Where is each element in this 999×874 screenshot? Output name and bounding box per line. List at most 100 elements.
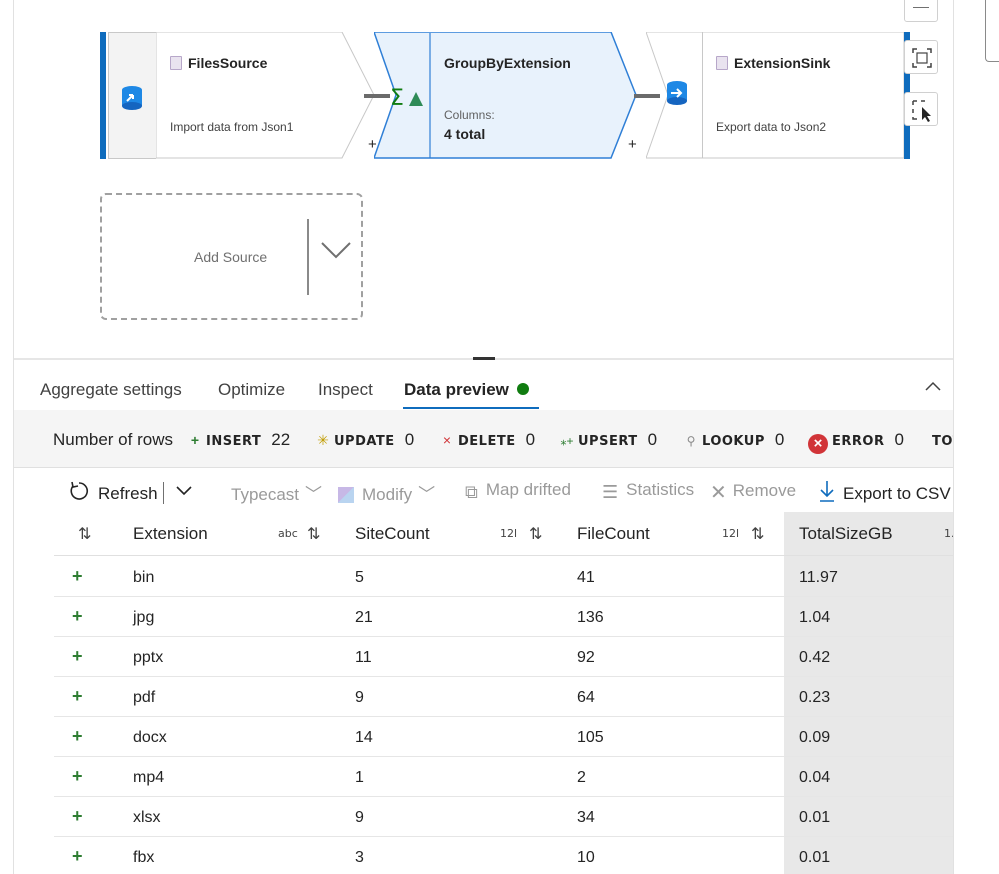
cell-filecount: 136 xyxy=(577,609,604,626)
splitter-grip[interactable] xyxy=(473,357,495,360)
cell-extension: fbx xyxy=(133,849,155,866)
add-transform-plus[interactable]: + xyxy=(368,136,377,153)
error-circle-icon: × xyxy=(808,434,828,454)
active-tab-indicator xyxy=(403,407,539,409)
insert-plus-icon: + xyxy=(72,806,83,826)
insert-plus-icon: + xyxy=(72,606,83,626)
dataset-icon xyxy=(716,56,728,70)
node-title-text: FilesSource xyxy=(188,55,268,71)
insert-plus-icon: + xyxy=(72,686,83,706)
node-divider xyxy=(702,32,703,158)
modify-button[interactable]: Modify ﹀ xyxy=(338,480,435,505)
tab-data-preview[interactable]: Data preview xyxy=(404,380,529,400)
sort-icon[interactable]: ⇅ xyxy=(307,526,321,543)
map-drifted-button[interactable]: ⧉ Map drifted xyxy=(465,480,571,503)
table-row[interactable]: + bin 5 41 11.97 xyxy=(54,557,953,597)
typecast-button[interactable]: Typecast ﹀ xyxy=(231,480,322,505)
chevron-down-icon: ﹀ xyxy=(305,485,323,504)
table-row[interactable]: + jpg 21 136 1.04 xyxy=(54,597,953,637)
tab-inspect[interactable]: Inspect xyxy=(318,380,373,399)
stat-value: 0 xyxy=(404,430,415,449)
chevron-down-icon[interactable] xyxy=(175,484,193,498)
modify-icon xyxy=(338,487,354,503)
cell-totalsizegb: 0.09 xyxy=(799,729,831,746)
panel-border-left xyxy=(13,0,14,874)
chevron-up-icon[interactable] xyxy=(924,378,942,396)
export-csv-button[interactable]: Export to CSV xyxy=(819,480,951,504)
sort-icon[interactable]: ⇅ xyxy=(529,526,543,543)
panel-border-right xyxy=(953,0,954,874)
tab-optimize[interactable]: Optimize xyxy=(218,380,286,399)
cell-totalsizegb: 1.04 xyxy=(799,609,831,626)
column-header-extension[interactable]: Extension xyxy=(133,524,208,543)
remove-button[interactable]: ✕ Remove xyxy=(710,480,796,505)
table-row[interactable]: + fbx 3 10 0.01 xyxy=(54,837,953,874)
cell-totalsizegb: 0.04 xyxy=(799,769,831,786)
node-shape xyxy=(646,32,905,159)
refresh-icon xyxy=(70,481,89,500)
dataset-icon xyxy=(170,56,182,70)
select-area-button[interactable] xyxy=(904,92,938,126)
cell-sitecount: 9 xyxy=(355,689,364,706)
cell-extension: xlsx xyxy=(133,809,161,826)
cell-sitecount: 9 xyxy=(355,809,364,826)
node-extension-sink[interactable]: ExtensionSink Export data to Json2 xyxy=(646,32,912,159)
side-panel-edge[interactable] xyxy=(985,0,999,62)
preview-toolbar: Refresh Typecast ﹀ Modify ﹀ ⧉ Map drifted ☰… xyxy=(54,470,953,510)
table-row[interactable]: + pdf 9 64 0.23 xyxy=(54,677,953,717)
cell-sitecount: 11 xyxy=(355,649,372,666)
statistics-button[interactable]: ☰ Statistics xyxy=(602,480,694,503)
node-title-text: ExtensionSink xyxy=(734,55,831,71)
column-header-sitecount[interactable]: SiteCount xyxy=(355,524,430,543)
cell-extension: mp4 xyxy=(133,769,165,786)
table-row[interactable]: + xlsx 9 34 0.01 xyxy=(54,797,953,837)
table-row[interactable]: + pptx 11 92 0.42 xyxy=(54,637,953,677)
node-icon-strip xyxy=(108,32,156,159)
zoom-out-button[interactable] xyxy=(904,0,938,22)
dataflow-canvas[interactable]: FilesSource Import data from Json1 + Σ G… xyxy=(14,0,953,358)
stat-lookup: ⚲ LOOKUP 0 xyxy=(684,430,785,450)
tab-aggregate-settings[interactable]: Aggregate settings xyxy=(40,380,182,399)
cell-filecount: 105 xyxy=(577,729,604,746)
fit-to-view-button[interactable] xyxy=(904,40,938,74)
stat-key: INSERT xyxy=(206,434,262,449)
cell-totalsizegb: 0.01 xyxy=(799,809,831,826)
insert-plus-icon: + xyxy=(72,646,83,666)
add-source-placeholder[interactable]: Add Source xyxy=(100,193,363,320)
connector-line xyxy=(364,94,390,98)
stat-value: 0 xyxy=(894,430,904,449)
cell-extension: docx xyxy=(133,729,167,746)
node-title: FilesSource xyxy=(170,55,267,71)
table-row[interactable]: + docx 14 105 0.09 xyxy=(54,717,953,757)
add-transform-plus[interactable]: + xyxy=(628,136,637,153)
sort-icon[interactable]: ⇅ xyxy=(751,526,765,543)
table-header: ⇅ Extension abc ⇅ SiteCount 12l ⇅ FileCo… xyxy=(54,512,953,556)
refresh-label: Refresh xyxy=(98,484,158,503)
table-row[interactable]: + mp4 1 2 0.04 xyxy=(54,757,953,797)
columns-label: Columns: xyxy=(444,108,495,122)
column-type: abc xyxy=(278,527,298,540)
aggregate-sigma-icon: Σ xyxy=(390,86,423,110)
update-asterisk-icon: ✳ xyxy=(317,432,329,448)
stat-key: TOT xyxy=(932,434,953,449)
stat-value: 0 xyxy=(774,430,785,449)
upsert-icon: ⁎+ xyxy=(560,434,574,448)
sort-icon[interactable]: ⇅ xyxy=(78,526,92,543)
node-group-by-extension[interactable]: Σ GroupByExtension Columns: 4 total + xyxy=(374,32,644,159)
column-header-filecount[interactable]: FileCount xyxy=(577,524,650,543)
selected-column-highlight xyxy=(784,512,953,874)
stat-key: UPDATE xyxy=(334,434,395,449)
cell-totalsizegb: 0.42 xyxy=(799,649,831,666)
stat-update: ✳ UPDATE 0 xyxy=(316,430,414,450)
stat-delete: × DELETE 0 xyxy=(440,430,535,450)
node-files-source[interactable]: FilesSource Import data from Json1 + xyxy=(100,32,377,159)
node-shape xyxy=(155,32,375,159)
cell-sitecount: 21 xyxy=(355,609,373,626)
chevron-down-icon[interactable] xyxy=(320,237,352,263)
bottom-panel-tabs: Aggregate settings Optimize Inspect Data… xyxy=(14,360,953,410)
column-header-totalsizegb[interactable]: TotalSizeGB xyxy=(799,524,893,543)
column-type: 1. xyxy=(944,527,953,540)
stat-value: 0 xyxy=(525,430,536,449)
refresh-button[interactable]: Refresh xyxy=(68,480,158,504)
cell-filecount: 41 xyxy=(577,569,595,586)
